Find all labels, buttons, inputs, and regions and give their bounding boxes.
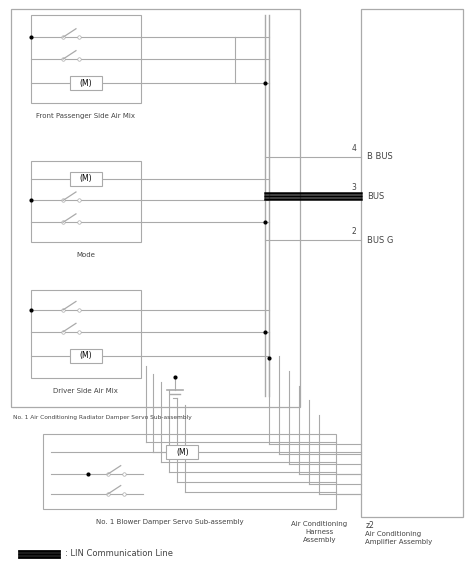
Bar — [361, 9, 463, 517]
Bar — [31, 15, 141, 103]
Text: (M): (M) — [80, 174, 92, 183]
Text: No. 1 Blower Damper Servo Sub-assembly: No. 1 Blower Damper Servo Sub-assembly — [96, 519, 243, 525]
Text: (M): (M) — [80, 351, 92, 360]
Bar — [31, 290, 141, 377]
Text: BUS: BUS — [367, 192, 384, 201]
Text: Air Conditioning
Amplifier Assembly: Air Conditioning Amplifier Assembly — [365, 531, 432, 545]
Bar — [166, 445, 198, 459]
Text: z2: z2 — [365, 521, 374, 530]
Text: BUS G: BUS G — [367, 236, 393, 245]
Text: Mode: Mode — [76, 252, 95, 258]
Text: : LIN Communication Line: : LIN Communication Line — [65, 549, 173, 558]
Bar — [31, 161, 141, 242]
Text: Air Conditioning
Harness
Assembly: Air Conditioning Harness Assembly — [292, 521, 347, 543]
Bar — [43, 434, 337, 509]
Text: (M): (M) — [176, 448, 189, 456]
Text: B BUS: B BUS — [367, 152, 393, 161]
Bar — [70, 76, 102, 90]
Bar — [70, 172, 102, 186]
Text: No. 1 Air Conditioning Radiator Damper Servo Sub-assembly: No. 1 Air Conditioning Radiator Damper S… — [13, 415, 192, 420]
Text: 4: 4 — [351, 144, 356, 153]
Bar — [70, 349, 102, 363]
Bar — [11, 9, 300, 407]
Text: 3: 3 — [351, 183, 356, 192]
Text: Driver Side Air Mix: Driver Side Air Mix — [54, 387, 118, 394]
Text: (M): (M) — [80, 79, 92, 87]
Text: Front Passenger Side Air Mix: Front Passenger Side Air Mix — [36, 113, 136, 119]
Text: 2: 2 — [352, 227, 356, 236]
